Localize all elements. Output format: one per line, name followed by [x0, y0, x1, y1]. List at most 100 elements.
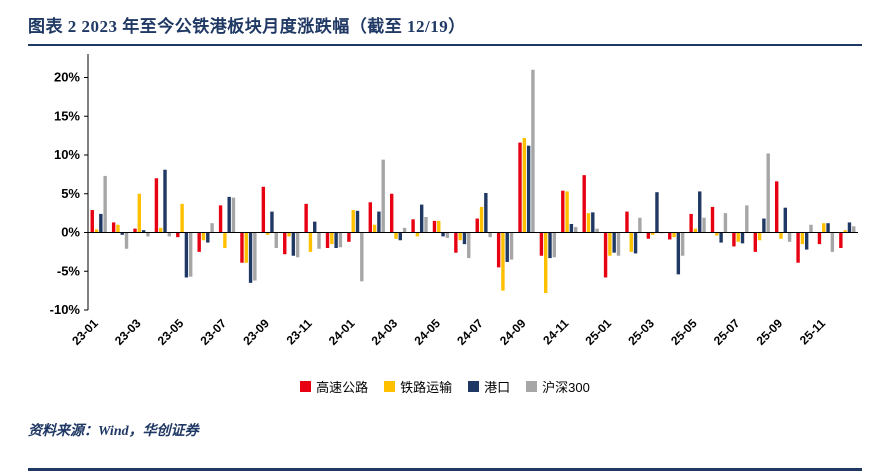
- y-tick-label: 10%: [54, 147, 80, 162]
- bar: [655, 192, 659, 233]
- legend-item: 高速公路: [300, 377, 368, 396]
- bar: [668, 232, 672, 240]
- bar: [496, 232, 501, 268]
- bar: [736, 232, 740, 242]
- legend-swatch: [384, 381, 396, 392]
- x-tick-label: 23-05: [155, 316, 187, 348]
- bar: [745, 205, 749, 233]
- x-tick-label: 25-05: [668, 316, 700, 348]
- bar: [184, 232, 189, 278]
- bar: [146, 232, 150, 237]
- y-tick-label: 15%: [54, 108, 80, 123]
- legend-label: 高速公路: [316, 380, 369, 395]
- bar-chart-svg: 20% 15% 10% 5% 0% -5% -10%23-01 23-03 23-05 23-07…: [50, 54, 858, 348]
- bar: [261, 186, 266, 233]
- bar: [762, 218, 766, 233]
- bar: [672, 232, 676, 238]
- legend-swatch: [526, 381, 538, 392]
- bar: [757, 232, 762, 241]
- bar: [330, 232, 334, 245]
- page: 图表 2 2023 年至今公铁港板块月度涨跌幅（截至 12/19） 20% 15%…: [28, 0, 862, 471]
- legend-label: 铁路运输: [400, 380, 453, 395]
- bar: [274, 232, 278, 248]
- bar: [317, 232, 321, 249]
- bar: [531, 69, 535, 233]
- bar: [347, 232, 351, 242]
- bar: [454, 232, 458, 253]
- x-tick-label: 25-03: [625, 316, 657, 348]
- bar: [552, 232, 557, 258]
- bar: [830, 232, 835, 252]
- bar: [368, 202, 372, 233]
- bar: [180, 203, 184, 233]
- bar: [548, 232, 552, 259]
- bar: [240, 232, 244, 263]
- bar: [432, 220, 437, 233]
- bar: [509, 232, 514, 260]
- bar: [591, 212, 595, 233]
- bar: [248, 232, 253, 283]
- bar: [351, 210, 355, 233]
- y-tick-label: -5%: [57, 263, 81, 278]
- bar: [582, 175, 586, 233]
- bar: [227, 196, 231, 233]
- x-tick-label: 24-11: [540, 316, 571, 347]
- x-tick-label: 25-11: [797, 316, 828, 347]
- bar: [809, 224, 813, 233]
- bar: [680, 232, 685, 256]
- bar: [702, 217, 706, 233]
- legend-swatch: [300, 381, 312, 392]
- bar: [159, 227, 163, 233]
- bar: [167, 232, 172, 237]
- bar: [206, 232, 210, 243]
- bar: [334, 232, 338, 248]
- bar: [111, 222, 116, 233]
- bar: [800, 232, 805, 245]
- bar: [526, 145, 531, 233]
- bar: [839, 232, 843, 248]
- bar: [197, 232, 201, 252]
- footer-divider: [28, 468, 862, 471]
- bar: [612, 232, 616, 253]
- bar: [304, 203, 308, 233]
- bar: [488, 232, 492, 238]
- bar: [325, 232, 330, 248]
- bar: [283, 232, 287, 255]
- x-tick-label: 24-03: [369, 316, 401, 348]
- bar: [424, 217, 428, 233]
- x-tick-label: 23-09: [240, 316, 272, 348]
- y-tick-label: 20%: [54, 70, 80, 85]
- header: 图表 2 2023 年至今公铁港板块月度涨跌幅（截至 12/19）: [28, 0, 862, 46]
- bar: [740, 232, 745, 244]
- bar: [796, 232, 800, 263]
- bar: [719, 232, 723, 243]
- bar: [291, 232, 296, 256]
- bar: [189, 232, 193, 277]
- bar: [522, 137, 527, 233]
- bar: [689, 213, 693, 233]
- bar: [231, 197, 236, 233]
- bar: [505, 232, 509, 262]
- bar: [484, 192, 488, 233]
- bar: [295, 232, 300, 258]
- bar: [847, 222, 852, 233]
- bar: [338, 232, 343, 248]
- bar: [99, 213, 103, 233]
- bar: [163, 169, 167, 233]
- legend-item: 港口: [468, 377, 510, 396]
- bar: [201, 232, 206, 241]
- x-tick-label: 23-01: [69, 316, 101, 348]
- bar: [377, 211, 381, 233]
- bar: [458, 232, 462, 241]
- bar: [398, 232, 402, 241]
- bar: [766, 153, 770, 233]
- legend-item: 铁路运输: [384, 377, 452, 396]
- bar: [539, 232, 544, 256]
- x-tick-label: 24-07: [454, 316, 486, 348]
- bar: [265, 232, 270, 235]
- bar: [419, 204, 424, 233]
- bar: [372, 224, 377, 233]
- bar: [676, 232, 681, 275]
- bar: [629, 232, 633, 252]
- bar: [574, 227, 578, 233]
